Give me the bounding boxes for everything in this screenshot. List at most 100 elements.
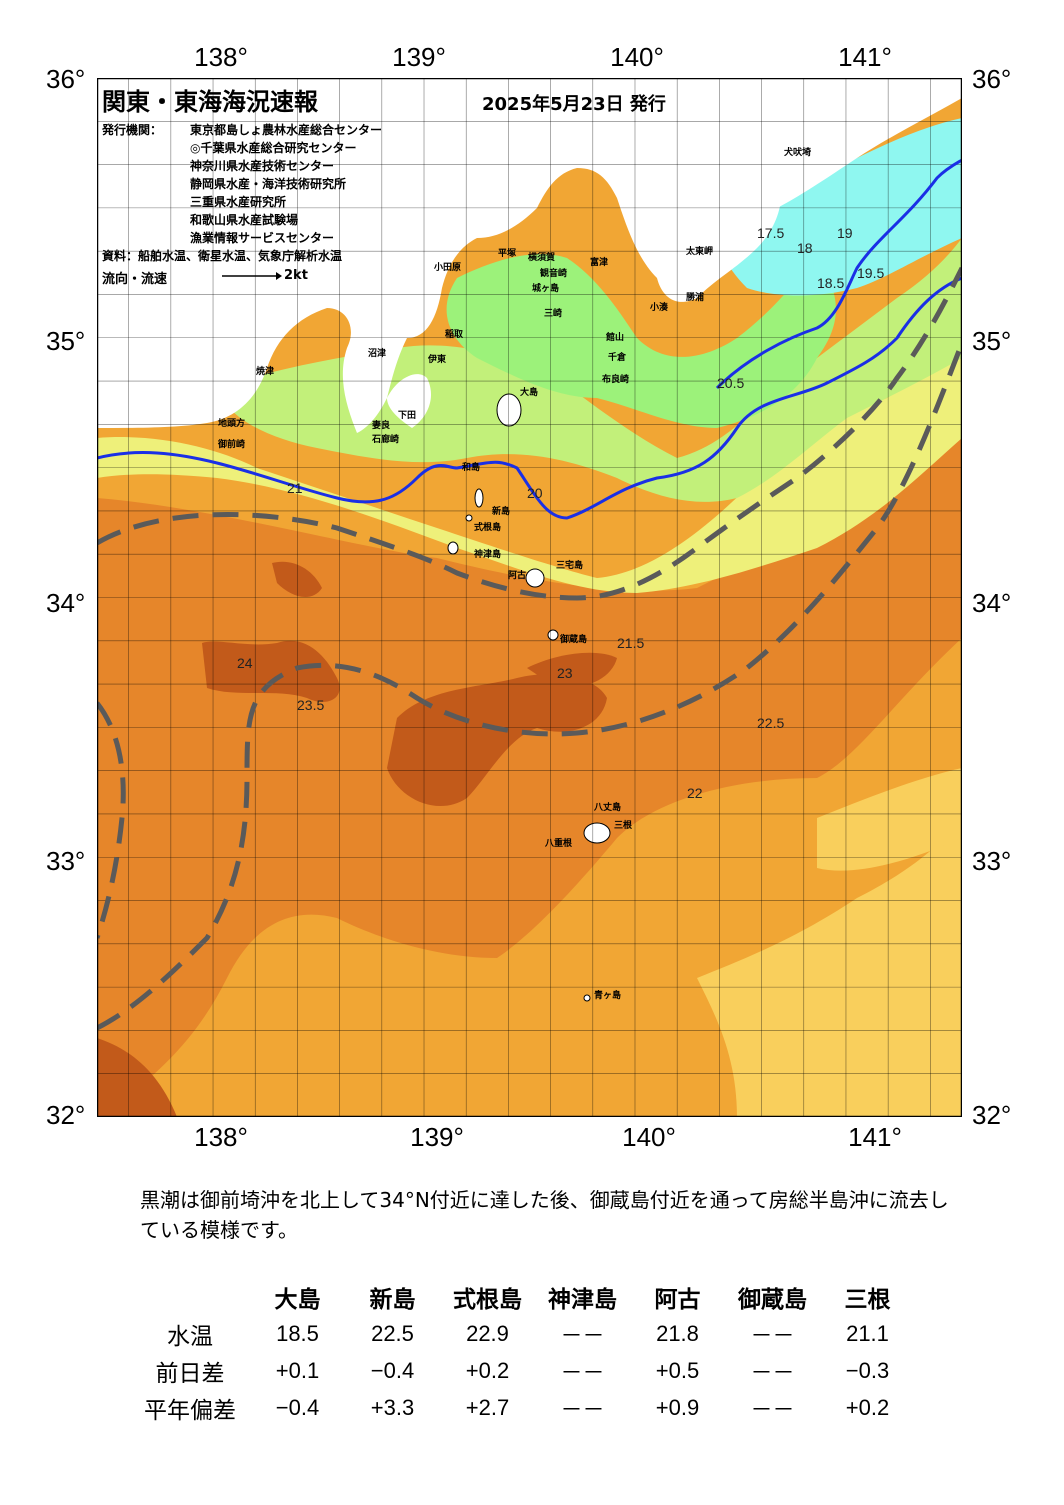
contour-labels: 17.5 18 18.5 19 19.5 20 20.5 21 21.5 22 … xyxy=(237,225,884,801)
table-cell: +0.5 xyxy=(655,1357,700,1383)
issuer-item: ◎千葉県水産総合研究センター xyxy=(190,141,357,155)
contour-label: 23 xyxy=(557,665,573,681)
place-label: 和島 xyxy=(462,463,481,473)
table-cell: －－ xyxy=(750,1396,795,1422)
contour-label: 21.5 xyxy=(617,635,644,651)
column-header: 御蔵島 xyxy=(738,1285,807,1312)
zone-24e xyxy=(97,1038,177,1117)
place-label: 千倉 xyxy=(608,353,627,363)
zone-24c xyxy=(527,652,617,689)
island-hachijojima xyxy=(583,822,611,844)
place-label: 新島 xyxy=(492,507,511,517)
zone-20 xyxy=(97,338,962,593)
place-label: 地頭方 xyxy=(218,419,246,429)
lat-tick-33-left: 33° xyxy=(46,846,86,876)
contour-label: 22 xyxy=(687,785,703,801)
table-corner xyxy=(130,1278,250,1315)
contour-label: 20 xyxy=(527,485,543,501)
contour-label: 17.5 xyxy=(757,225,784,241)
place-label: 観音崎 xyxy=(540,269,568,279)
isotherm-18-line xyxy=(715,158,962,390)
lat-tick-35-left: 35° xyxy=(46,326,86,356)
island-miyakejima xyxy=(525,568,545,588)
contour-label: 18 xyxy=(797,240,813,256)
column-header: 式根島 xyxy=(453,1285,522,1312)
place-label: 青ヶ島 xyxy=(594,991,622,1001)
column-header: 三根 xyxy=(844,1285,891,1312)
lon-tick-141-bottom: 141° xyxy=(848,1122,902,1152)
contour-label: 24 xyxy=(237,655,253,671)
place-label: 式根島 xyxy=(474,523,502,533)
place-label: 阿古 xyxy=(508,571,527,581)
place-label: 勝浦 xyxy=(686,293,705,303)
kuroshio-axis-south xyxy=(97,342,962,1031)
table-cell: +3.3 xyxy=(370,1394,415,1420)
flow-scale: 2kt xyxy=(284,268,308,283)
issuer-item: 漁業情報サービスセンター xyxy=(190,231,335,245)
zone-24d xyxy=(272,561,322,598)
row-header: 平年偏差 xyxy=(144,1397,236,1424)
issuer-item: 静岡県水産・海洋技術研究所 xyxy=(190,177,347,191)
table-cell: −0.4 xyxy=(370,1357,415,1383)
table-row: 前日差 +0.1 −0.4 +0.2 －－ +0.5 －－ −0.3 xyxy=(130,1352,915,1389)
place-label: 石廊崎 xyxy=(372,435,400,445)
zone-23 xyxy=(97,378,962,1117)
kuroshio-axis-west xyxy=(97,701,126,939)
map-title: 関東・東海海況速報 xyxy=(102,88,318,116)
table-cell: −0.3 xyxy=(845,1357,890,1383)
table-cell: +0.1 xyxy=(275,1357,320,1383)
table-cell: 22.5 xyxy=(371,1320,414,1346)
observation-table: 大島 新島 式根島 神津島 阿古 御蔵島 三根 水温 18.5 22.5 22.… xyxy=(130,1278,915,1426)
lat-tick-33-right: 33° xyxy=(972,846,1012,876)
place-label: 太東岬 xyxy=(686,247,714,257)
place-label: 妻良 xyxy=(372,421,391,431)
table-cell: +0.9 xyxy=(655,1394,700,1420)
sea-temperature-map: 17.5 18 18.5 19 19.5 20 20.5 21 21.5 22 … xyxy=(97,78,962,1117)
place-label: 富津 xyxy=(590,258,609,268)
zone-19 xyxy=(217,238,962,502)
lon-tick-138-top: 138° xyxy=(194,42,248,72)
lat-tick-34-left: 34° xyxy=(46,588,86,618)
row-header: 前日差 xyxy=(155,1360,225,1387)
table-row: 平年偏差 −0.4 +3.3 +2.7 －－ +0.9 －－ +0.2 xyxy=(130,1389,915,1426)
table-cell: 18.5 xyxy=(276,1320,319,1346)
place-label: 小田原 xyxy=(434,263,462,273)
island-aogashima xyxy=(583,994,591,1002)
column-header: 阿古 xyxy=(654,1285,701,1312)
zone-18 xyxy=(446,254,836,428)
contour-label: 22.5 xyxy=(757,715,784,731)
issuer-item: 三重県水産研究所 xyxy=(190,195,287,209)
issuer-list: 東京都島しょ農林水産総合センター ◎千葉県水産総合研究センター 神奈川県水産技術… xyxy=(190,121,382,247)
place-label: 御前崎 xyxy=(218,440,246,450)
place-label: 伊東 xyxy=(428,355,447,365)
row-header: 水温 xyxy=(167,1323,213,1350)
lon-tick-140-top: 140° xyxy=(610,42,664,72)
place-label: 下田 xyxy=(398,411,417,421)
flow-arrow-icon xyxy=(222,272,282,280)
zone-21b xyxy=(817,768,962,871)
place-label: 小湊 xyxy=(650,303,669,313)
lon-tick-139-top: 139° xyxy=(392,42,446,72)
table-cell: 21.8 xyxy=(656,1320,699,1346)
table-cell: －－ xyxy=(750,1322,795,1348)
isotherm-20-line xyxy=(97,276,962,520)
place-label: 稲取 xyxy=(445,330,464,340)
table-cell: +0.2 xyxy=(845,1394,890,1420)
map-frame xyxy=(97,78,962,1117)
place-label: 御蔵島 xyxy=(560,635,588,645)
lat-tick-32-left: 32° xyxy=(46,1100,86,1130)
table-cell: −0.4 xyxy=(275,1394,320,1420)
island-kozushima xyxy=(447,541,459,555)
table-cell: 21.1 xyxy=(846,1320,889,1346)
place-label: 布良崎 xyxy=(602,375,630,385)
table-cell: －－ xyxy=(750,1359,795,1385)
table-cell: －－ xyxy=(560,1359,605,1385)
table-cell: －－ xyxy=(560,1322,605,1348)
lat-tick-36-left: 36° xyxy=(46,64,86,94)
place-label: 城ヶ島 xyxy=(532,284,560,294)
zone-24b xyxy=(387,674,607,807)
place-label: 沼津 xyxy=(368,349,387,359)
lon-tick-141-top: 141° xyxy=(838,42,892,72)
contour-label: 19.5 xyxy=(857,265,884,281)
column-header: 新島 xyxy=(369,1285,416,1312)
